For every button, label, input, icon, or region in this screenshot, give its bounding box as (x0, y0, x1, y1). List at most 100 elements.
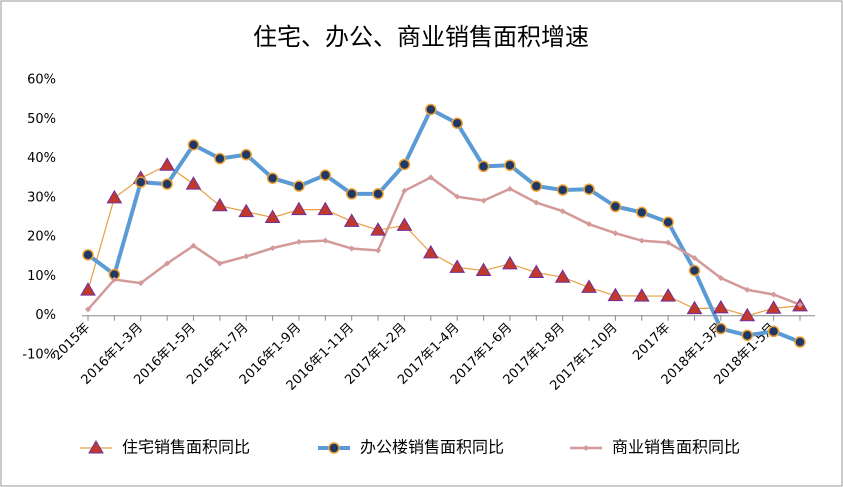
data-point (111, 276, 118, 283)
data-point (82, 249, 94, 261)
data-point (266, 172, 279, 184)
data-point (427, 174, 434, 181)
data-point (739, 307, 756, 322)
data-point (345, 188, 358, 200)
data-point (161, 178, 173, 190)
y-tick-label: 20% (27, 230, 56, 245)
data-point (741, 329, 754, 342)
series-line (87, 175, 801, 311)
data-point (396, 217, 413, 231)
data-point (660, 288, 677, 302)
data-point (477, 160, 490, 173)
data-point (375, 247, 382, 254)
data-point (422, 244, 439, 259)
data-point (609, 200, 622, 213)
data-point (744, 286, 751, 293)
data-point (638, 237, 645, 244)
data-point (317, 201, 334, 216)
legend-marker (88, 440, 104, 454)
data-point (636, 206, 648, 219)
data-point (797, 301, 803, 308)
data-point (688, 264, 701, 277)
series-line (86, 106, 801, 344)
data-point (502, 255, 518, 270)
y-tick-label: -10% (22, 348, 56, 363)
data-point (398, 158, 411, 171)
y-tick-label: 50% (27, 112, 56, 127)
data-point (506, 185, 513, 192)
data-point (240, 148, 252, 161)
data-point (372, 188, 384, 200)
data-point (185, 176, 202, 190)
data-point (164, 260, 171, 267)
legend-label: 住宅销售面积同比 (122, 438, 250, 457)
data-point (137, 280, 144, 287)
data-point (159, 157, 175, 171)
data-point (343, 213, 360, 227)
y-tick-label: 10% (27, 269, 56, 284)
data-point (691, 254, 698, 261)
data-point (713, 299, 729, 314)
data-point (187, 139, 200, 151)
data-point (715, 322, 727, 335)
data-point (556, 184, 569, 196)
data-point (586, 221, 593, 228)
data-point (451, 117, 463, 129)
legend-label: 办公楼销售面积同比 (360, 438, 504, 457)
data-point (216, 260, 223, 267)
data-point (425, 103, 437, 116)
data-point (530, 180, 543, 192)
data-point (765, 300, 782, 314)
data-point (554, 269, 571, 283)
data-point (581, 279, 597, 293)
legend-label: 商业销售面积同比 (612, 438, 740, 457)
data-point (475, 262, 492, 277)
y-tick-label: 60% (27, 73, 56, 88)
data-point (607, 287, 624, 302)
y-tick-label: 0% (35, 308, 56, 323)
data-point (348, 245, 355, 252)
data-point (770, 291, 777, 298)
data-point (80, 282, 96, 296)
chart-title: 住宅、办公、商业销售面积增速 (253, 23, 589, 51)
data-point (717, 275, 724, 281)
data-point (370, 222, 386, 236)
data-point (214, 152, 226, 165)
data-point (449, 259, 466, 273)
series-line (87, 164, 801, 317)
data-point (295, 238, 302, 245)
data-point (583, 183, 595, 195)
data-point (401, 187, 408, 194)
data-point (322, 237, 329, 244)
data-point (665, 239, 672, 246)
data-point (134, 176, 147, 188)
data-point (243, 253, 250, 260)
data-point (106, 189, 123, 204)
data-point (190, 242, 197, 249)
data-point (686, 300, 703, 315)
data-point (85, 306, 91, 313)
y-tick-label: 40% (27, 151, 56, 166)
data-point (767, 325, 780, 338)
data-point (662, 216, 674, 228)
data-point (633, 288, 650, 302)
data-point (612, 230, 619, 237)
data-point (319, 169, 332, 181)
legend-marker (328, 442, 340, 454)
y-tick-label: 30% (27, 190, 56, 205)
data-point (238, 203, 255, 218)
data-point (794, 336, 806, 348)
data-point (269, 245, 276, 252)
data-point (504, 159, 516, 171)
legend-marker (583, 445, 589, 451)
data-point (454, 193, 461, 200)
data-point (211, 197, 228, 212)
data-point (559, 208, 566, 215)
data-point (293, 180, 305, 192)
data-point (528, 264, 545, 278)
data-point (291, 201, 307, 216)
data-point (533, 199, 540, 206)
data-point (264, 209, 281, 223)
data-point (480, 197, 487, 204)
